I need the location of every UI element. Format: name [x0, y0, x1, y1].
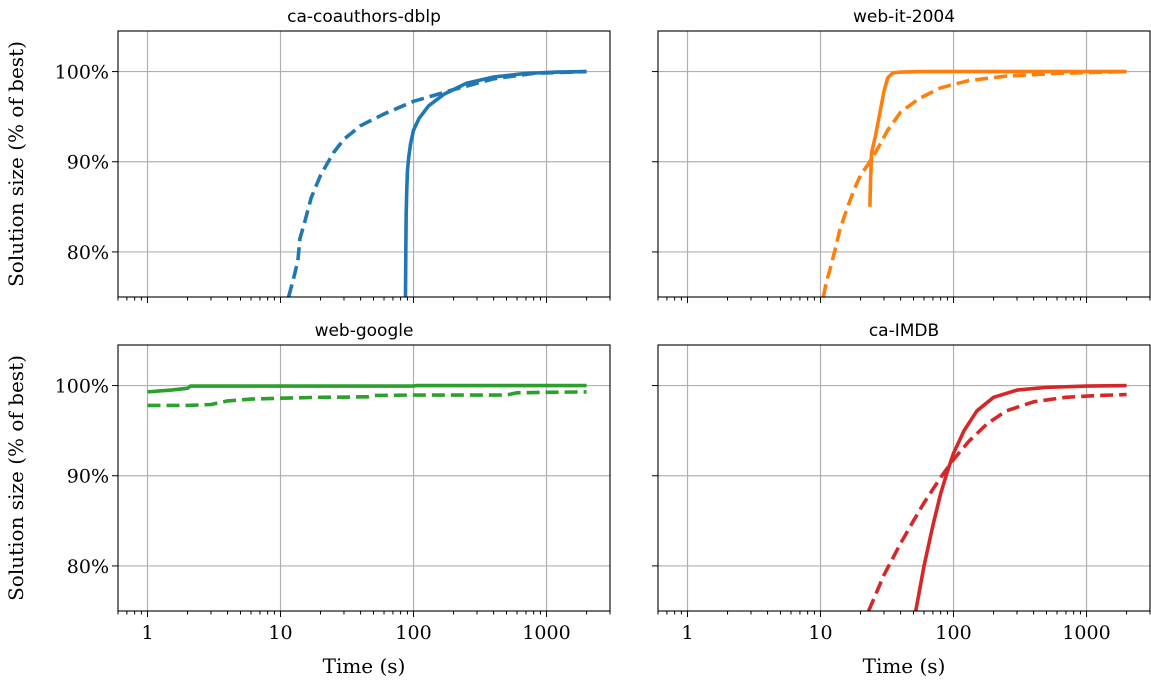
- y-tick-label: 90%: [67, 152, 109, 174]
- x-tick-label: 10: [268, 622, 292, 644]
- x-tick-label: 1000: [522, 622, 570, 644]
- x-axis-label: Time (s): [863, 654, 946, 678]
- y-tick-label: 80%: [67, 556, 109, 578]
- panel-ca-coauthors-dblp: 80% 90% 100% ca-coauthors-dblp Solution size…: [4, 7, 611, 303]
- panel-web-google: 1 10 100 1000 80% 90% 100% web-google Solution s…: [4, 321, 611, 678]
- x-tick-label: 1: [681, 622, 693, 644]
- y-axis-label: Solution size (% of best): [4, 41, 28, 287]
- x-tick-label: 10: [808, 622, 832, 644]
- series-line-solid: [913, 383, 1127, 611]
- panel-title: web-it-2004: [853, 7, 955, 27]
- series-line-dashed: [866, 392, 1127, 611]
- series-line-solid: [868, 69, 1127, 207]
- panel-ca-imdb: 1 10 100 1000 ca-IMDB Time (s): [652, 321, 1151, 678]
- panel-title: ca-IMDB: [869, 321, 939, 341]
- panel-title: web-google: [315, 321, 414, 341]
- x-tick-label: 100: [395, 622, 431, 644]
- plot-frame: [117, 344, 611, 612]
- x-tick-label: 1000: [1062, 622, 1110, 644]
- series-line-dashed: [821, 69, 1127, 297]
- y-tick-label: 100%: [55, 376, 109, 398]
- series-line-solid: [403, 69, 587, 297]
- panel-title: ca-coauthors-dblp: [287, 7, 441, 27]
- series-line-solid: [147, 383, 587, 394]
- y-tick-label: 80%: [67, 242, 109, 264]
- series-line-dashed: [286, 69, 587, 297]
- series-line-dashed: [147, 390, 587, 408]
- plot-frame: [657, 30, 1151, 298]
- plot-frame: [117, 30, 611, 298]
- y-axis-label: Solution size (% of best): [4, 355, 28, 601]
- x-tick-label: 100: [935, 622, 971, 644]
- x-axis-label: Time (s): [323, 654, 406, 678]
- panel-web-it-2004: web-it-2004: [652, 7, 1151, 303]
- y-tick-label: 100%: [55, 62, 109, 84]
- y-tick-label: 90%: [67, 466, 109, 488]
- x-tick-label: 1: [141, 622, 153, 644]
- plot-frame: [657, 344, 1151, 612]
